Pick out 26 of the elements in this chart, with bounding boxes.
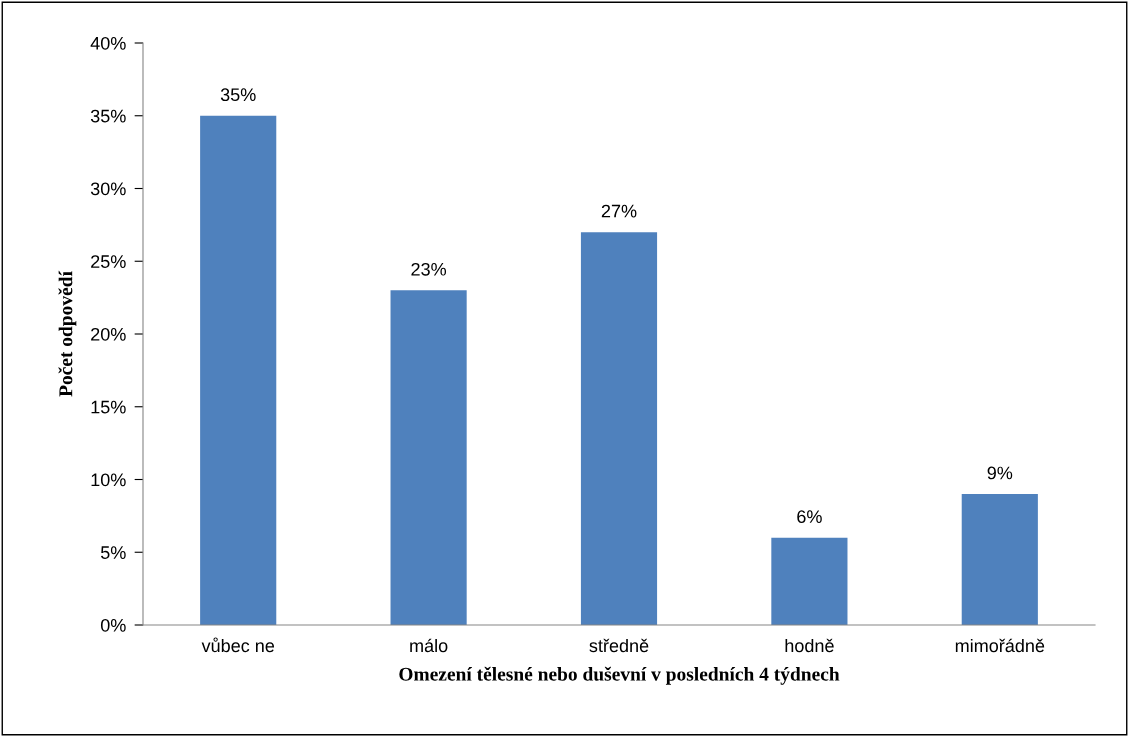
bar <box>961 494 1038 625</box>
y-tick-label: 5% <box>100 546 126 559</box>
y-tick-label: 30% <box>90 182 126 196</box>
x-tick-label: středně <box>589 638 649 653</box>
y-tick-label: 25% <box>91 255 126 268</box>
y-axis-title: Počet odpovědí <box>58 270 77 397</box>
data-label: 23% <box>411 262 447 276</box>
bar <box>390 290 467 625</box>
data-label: 27% <box>601 204 637 218</box>
bar <box>771 537 848 625</box>
y-tick-label: 15% <box>91 400 126 414</box>
bar <box>580 232 658 625</box>
x-axis-title: Omezení tělesné nebo duševní v posledních 4 týdnech <box>399 666 840 685</box>
data-label: 35% <box>220 88 256 102</box>
x-tick-label: hodně <box>785 638 834 653</box>
data-label: 9% <box>987 466 1013 480</box>
y-tick-label: 35% <box>90 109 126 123</box>
y-tick-label: 40% <box>90 36 126 50</box>
y-tick-label: 20% <box>91 327 126 341</box>
x-tick-label: málo <box>410 638 448 653</box>
y-tick-label: 10% <box>91 473 126 487</box>
x-tick-label: vůbec ne <box>201 637 275 653</box>
bar <box>200 115 277 625</box>
x-tick-label: mimořádně <box>955 638 1045 653</box>
y-tick-label: 0% <box>100 618 126 632</box>
data-label: 6% <box>797 510 822 524</box>
